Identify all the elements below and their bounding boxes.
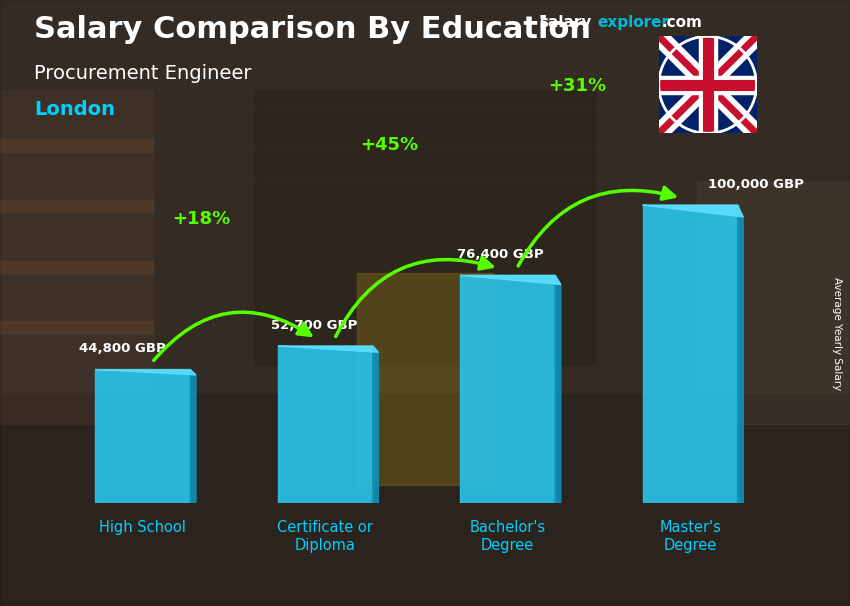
Bar [643,205,738,503]
Text: explorer: explorer [598,15,670,30]
Bar [255,91,595,364]
Text: +18%: +18% [172,210,230,228]
Text: 44,800 GBP: 44,800 GBP [79,342,166,356]
Text: salary: salary [540,15,592,30]
Bar [95,370,190,503]
Polygon shape [357,273,493,485]
Bar [0,139,153,152]
Bar [0,91,153,424]
Text: 100,000 GBP: 100,000 GBP [708,178,804,191]
Text: .com: .com [661,15,702,30]
Text: +31%: +31% [548,76,606,95]
Polygon shape [372,346,378,503]
Bar [278,346,372,503]
Text: Average Yearly Salary: Average Yearly Salary [832,277,842,390]
Bar [0,200,153,212]
Polygon shape [738,205,743,503]
Text: 52,700 GBP: 52,700 GBP [270,319,357,332]
Text: Procurement Engineer: Procurement Engineer [34,64,252,82]
Bar [0,394,850,606]
Polygon shape [555,275,561,503]
Bar [697,182,850,424]
Polygon shape [461,275,561,284]
Polygon shape [643,205,743,217]
Bar [0,0,850,394]
Text: Salary Comparison By Education: Salary Comparison By Education [34,15,591,44]
Text: 76,400 GBP: 76,400 GBP [456,248,543,261]
Bar [0,261,153,273]
Polygon shape [278,346,378,352]
Text: London: London [34,100,115,119]
Polygon shape [95,370,196,375]
Bar [461,275,555,503]
Text: +45%: +45% [360,136,418,155]
Polygon shape [190,370,196,503]
Bar [0,321,153,333]
